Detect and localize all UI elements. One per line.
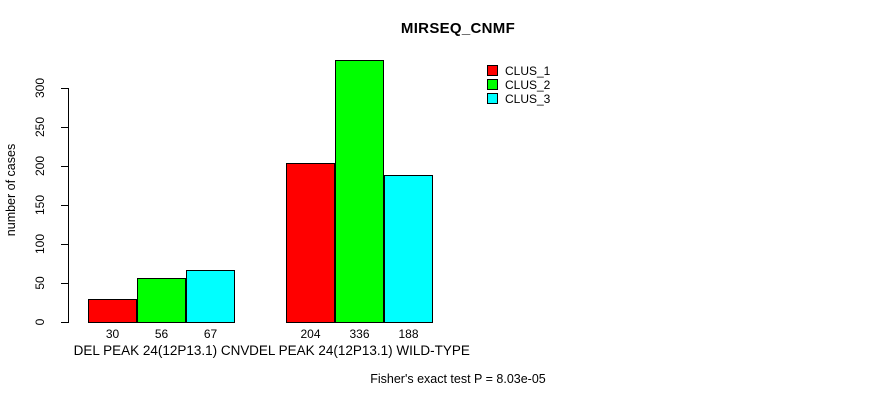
- y-tick-label-0: 0: [33, 318, 47, 326]
- y-tick-label-50: 50: [33, 276, 47, 290]
- group-label-2: DEL PEAK 24(12P13.1) WILD-TYPE: [249, 343, 470, 358]
- bar-value-CLUS_3-group1: 67: [203, 327, 218, 341]
- y-tick-200: [61, 166, 68, 167]
- y-tick-label-100: 100: [33, 233, 47, 255]
- legend-label-CLUS_1: CLUS_1: [505, 64, 551, 78]
- group-label-1: DEL PEAK 24(12P13.1) CNV: [73, 343, 250, 358]
- bar-CLUS_3-group2: [384, 175, 433, 323]
- legend-label-CLUS_2: CLUS_2: [505, 78, 551, 92]
- bar-value-CLUS_1-group2: 204: [300, 327, 321, 341]
- bar-CLUS_2-group2: [335, 60, 384, 323]
- y-tick-300: [61, 88, 68, 89]
- bar-CLUS_3-group1: [186, 270, 235, 323]
- bar-CLUS_1-group1: [88, 299, 137, 323]
- footer-annotation: Fisher's exact test P = 8.03e-05: [370, 372, 546, 386]
- legend-swatch-CLUS_3: [487, 93, 498, 104]
- y-tick-label-300: 300: [33, 77, 47, 99]
- y-tick-label-250: 250: [33, 116, 47, 138]
- y-tick-50: [61, 283, 68, 284]
- legend-swatch-CLUS_1: [487, 65, 498, 76]
- y-tick-label-200: 200: [33, 155, 47, 177]
- y-axis-line: [68, 88, 69, 323]
- y-tick-0: [61, 322, 68, 323]
- bar-value-CLUS_3-group2: 188: [398, 327, 419, 341]
- y-axis-label: number of cases: [4, 143, 18, 237]
- y-tick-100: [61, 244, 68, 245]
- legend-label-CLUS_3: CLUS_3: [505, 92, 551, 106]
- bar-CLUS_1-group2: [286, 163, 335, 323]
- bar-value-CLUS_2-group2: 336: [349, 327, 370, 341]
- bar-CLUS_2-group1: [137, 278, 186, 323]
- bar-value-CLUS_2-group1: 56: [154, 327, 169, 341]
- y-tick-150: [61, 205, 68, 206]
- y-tick-label-150: 150: [33, 194, 47, 216]
- bar-value-CLUS_1-group1: 30: [105, 327, 120, 341]
- chart-title: MIRSEQ_CNMF: [400, 20, 516, 37]
- y-tick-250: [61, 127, 68, 128]
- legend-swatch-CLUS_2: [487, 79, 498, 90]
